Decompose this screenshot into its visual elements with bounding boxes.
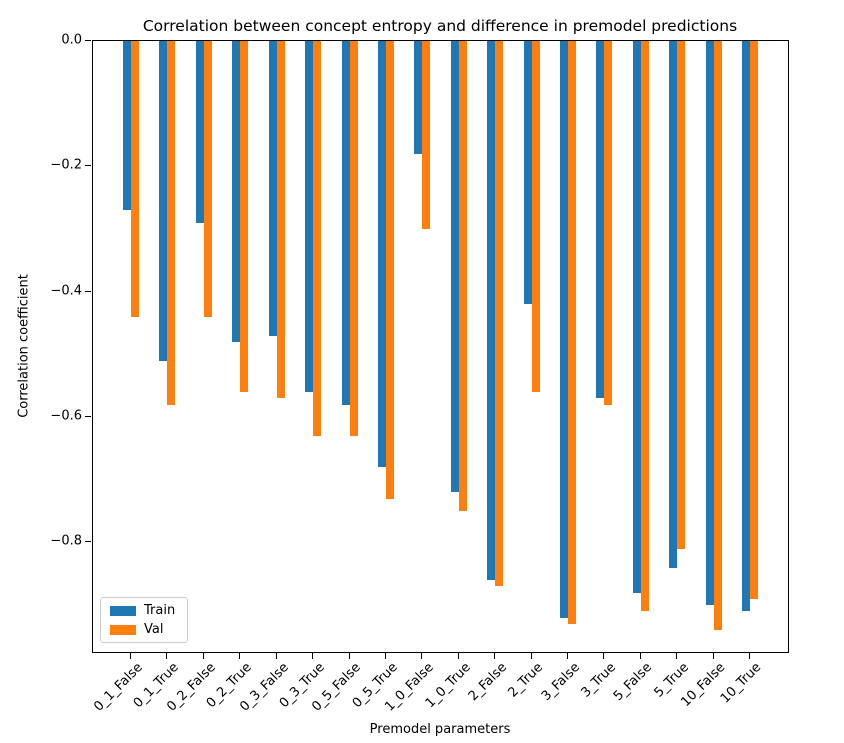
x-tick [421, 653, 423, 659]
bar-val-0_3_True [313, 41, 322, 436]
y-tick [85, 541, 91, 543]
bar-val-0_5_False [349, 41, 358, 436]
y-tick [85, 290, 91, 292]
bar-val-5_False [640, 41, 649, 612]
x-tick [712, 653, 714, 659]
bar-train-0_1_False [123, 41, 131, 211]
x-tick [275, 653, 277, 659]
x-tick [130, 653, 131, 659]
bar-train-3_True [596, 41, 605, 399]
x-tick [494, 653, 496, 659]
y-tick-label: 0.0 [61, 32, 82, 48]
x-tick [567, 653, 569, 659]
x-tick [312, 653, 314, 659]
legend-item-val: Val [110, 623, 175, 636]
bar-train-0_5_False [341, 41, 350, 405]
chart-title: Correlation between concept entropy and … [142, 17, 738, 35]
bar-train-2_False [487, 41, 496, 581]
bar-train-3_False [560, 41, 569, 618]
x-tick [530, 653, 532, 659]
x-tick [749, 653, 751, 659]
train-color-swatch [110, 605, 136, 616]
bar-val-3_False [568, 41, 577, 624]
bar-train-0_5_True [377, 41, 386, 468]
bar-val-10_True [750, 41, 759, 599]
y-tick [85, 165, 91, 167]
bar-val-0_2_False [203, 41, 212, 317]
bar-val-0_3_False [276, 41, 285, 399]
x-tick-label: 3_False [538, 660, 583, 705]
val-color-swatch [110, 624, 136, 635]
bar-train-0_2_False [195, 41, 204, 223]
bar-train-0_3_True [305, 41, 314, 392]
bar-val-10_False [713, 41, 722, 631]
bar-train-0_2_True [232, 41, 241, 342]
y-tick-label: −0.2 [50, 157, 82, 173]
plot-area [92, 40, 789, 653]
x-tick [166, 653, 168, 659]
y-tick [85, 416, 91, 418]
bar-train-10_False [705, 41, 714, 606]
y-tick-label: −0.6 [50, 408, 82, 424]
bar-train-0_3_False [268, 41, 277, 336]
bar-train-5_True [669, 41, 678, 568]
y-tick-label: −0.8 [50, 533, 82, 549]
x-tick [603, 653, 605, 659]
bar-train-10_True [742, 41, 751, 612]
x-tick [202, 653, 204, 659]
bar-val-2_True [531, 41, 540, 392]
x-tick [639, 653, 641, 659]
legend-item-train: Train [110, 604, 175, 617]
x-tick [384, 653, 386, 659]
bar-val-0_1_False [131, 41, 139, 317]
bar-train-1_0_False [414, 41, 423, 154]
x-tick [457, 653, 459, 659]
bar-train-1_0_True [450, 41, 459, 493]
x-tick [676, 653, 678, 659]
y-axis-label: Correlation coefficient [16, 274, 32, 418]
legend-label-val: Val [144, 622, 164, 637]
legend-label-train: Train [144, 603, 176, 618]
bar-val-2_False [495, 41, 504, 587]
bar-val-0_5_True [385, 41, 394, 499]
bar-val-3_True [604, 41, 613, 405]
bar-val-0_1_True [167, 41, 176, 405]
x-tick-label: 2_False [465, 660, 510, 705]
bar-train-5_False [632, 41, 641, 593]
x-axis-label: Premodel parameters [369, 722, 511, 737]
bar-val-1_0_False [422, 41, 431, 230]
x-tick [348, 653, 350, 659]
legend: Train Val [100, 597, 189, 643]
y-tick [85, 40, 91, 41]
bar-train-0_1_True [159, 41, 168, 361]
y-tick-label: −0.4 [50, 283, 82, 299]
bar-val-5_True [677, 41, 686, 549]
bar-val-1_0_True [458, 41, 467, 512]
x-tick [239, 653, 241, 659]
x-tick-label: 5_False [611, 660, 656, 705]
bar-val-0_2_True [240, 41, 249, 392]
bar-train-2_True [523, 41, 532, 305]
